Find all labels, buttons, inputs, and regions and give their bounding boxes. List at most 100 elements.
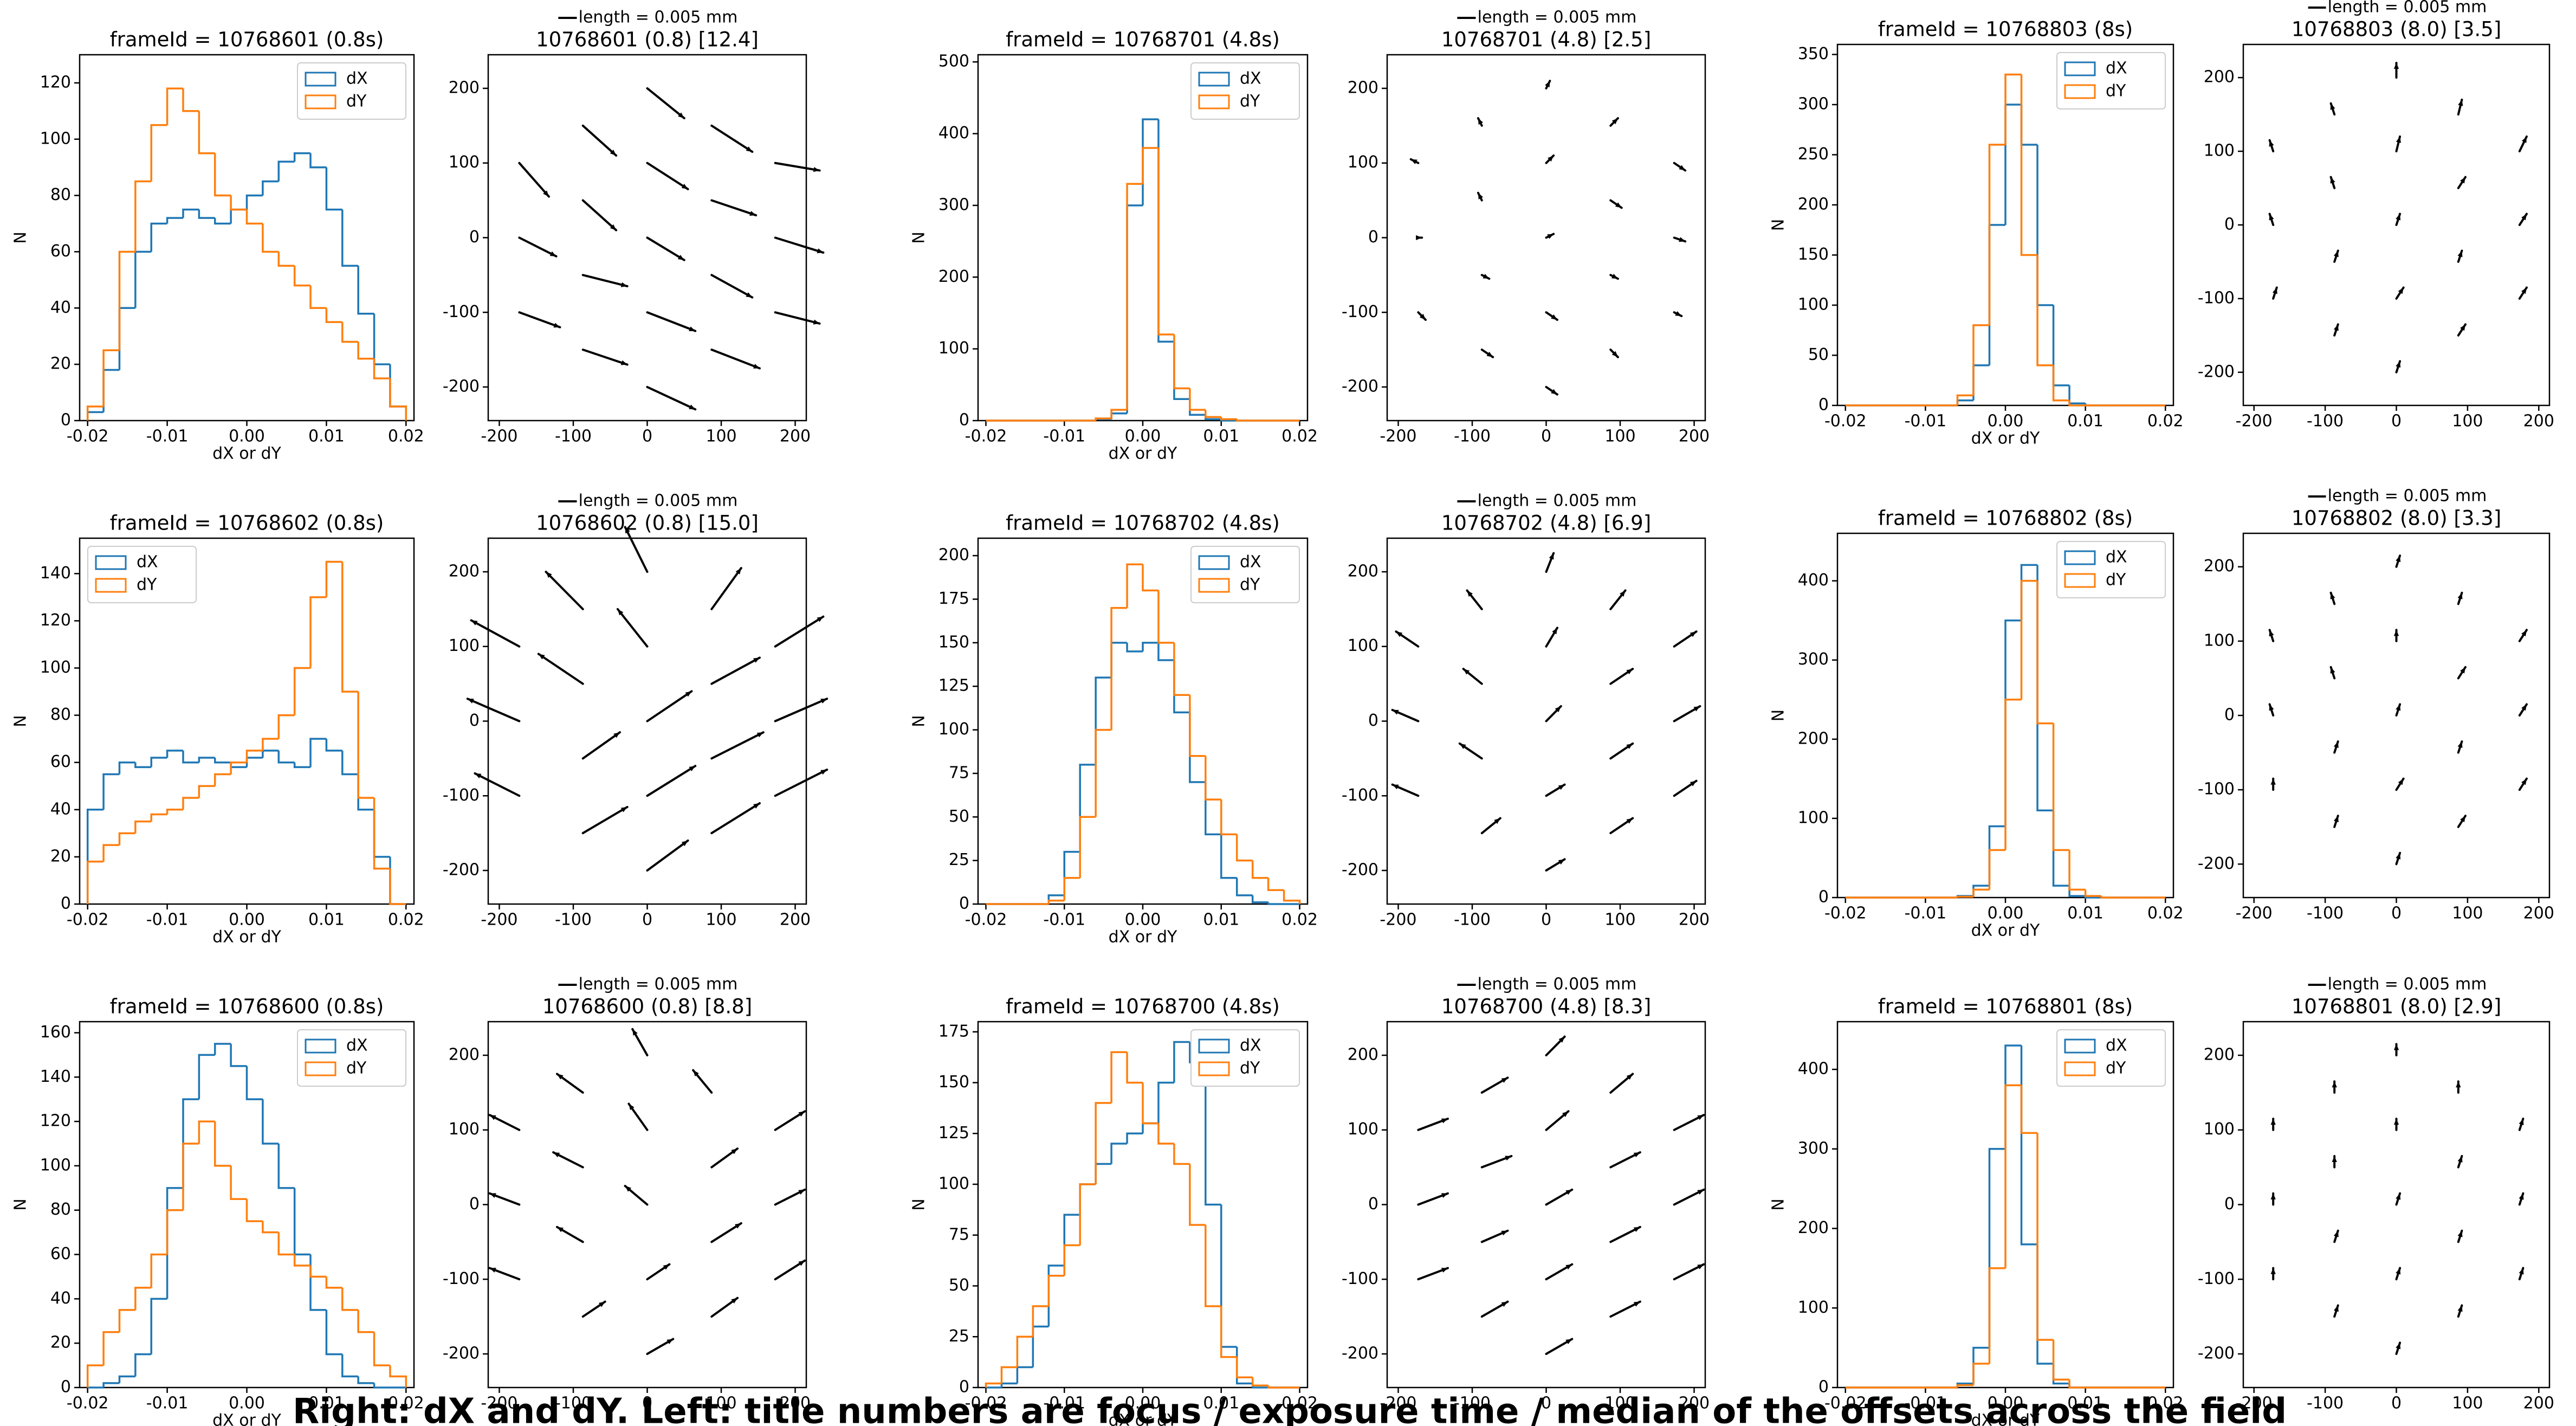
y-tick-label: -100 <box>443 1269 480 1288</box>
histogram-step <box>102 1331 120 1366</box>
histogram-step <box>1126 1132 1143 1144</box>
legend-swatch <box>2064 573 2096 588</box>
y-tick-label: 200 <box>1798 1218 1829 1237</box>
y-tick-label: -100 <box>2198 1269 2235 1288</box>
histogram-step <box>309 1266 327 1278</box>
quiver-arrowhead <box>2521 287 2527 294</box>
quiver-arrowhead <box>1679 165 1686 171</box>
legend-box <box>2056 541 2166 598</box>
quiver-arrow <box>646 311 697 332</box>
legend-label: dX <box>1240 553 1261 572</box>
histogram-step <box>1095 417 1112 421</box>
histogram-step <box>341 750 359 776</box>
histogram-step <box>277 160 295 182</box>
y-tick-label: 0 <box>61 411 71 430</box>
x-tick-label: 0 <box>1541 1394 1551 1413</box>
histogram-step <box>86 405 104 421</box>
histogram-step <box>389 868 406 905</box>
legend-label: dY <box>2106 1059 2126 1078</box>
quiver-arrowhead <box>2332 1156 2337 1163</box>
y-tick-label: 60 <box>50 1244 71 1263</box>
legend-label: dX <box>1240 69 1261 88</box>
quiver-arrowhead <box>1396 631 1403 637</box>
x-tick-label: 0.00 <box>229 427 265 446</box>
quiver-arrowhead <box>1478 192 1484 199</box>
histogram-step <box>357 341 374 360</box>
y-tick-label: 100 <box>449 153 480 172</box>
quiver-arrowhead <box>1690 631 1697 637</box>
y-tick-label: 125 <box>939 1124 969 1143</box>
y-tick-label: 100 <box>1798 808 1829 827</box>
histogram-step <box>2068 400 2086 406</box>
quiver-arrowhead <box>1565 1264 1572 1270</box>
histogram-step <box>1079 1183 1096 1246</box>
legend-label: dX <box>346 69 368 88</box>
quiver-arrowhead <box>471 620 478 625</box>
histogram-step <box>373 798 390 870</box>
quiver-arrowhead <box>1690 780 1697 786</box>
quiver-arrowhead <box>1501 1077 1508 1083</box>
legend-swatch <box>1198 555 1230 570</box>
quiver-arrow <box>474 772 521 797</box>
quiver-arrowhead <box>1675 311 1682 317</box>
chart-title: frameId = 10768600 (0.8s) <box>110 995 384 1018</box>
quiver-arrowhead <box>689 404 696 410</box>
y-tick-label: 0 <box>2224 706 2235 725</box>
y-tick-label: 80 <box>50 1200 71 1219</box>
quiver-arrow <box>581 349 629 366</box>
histogram-step <box>277 251 295 267</box>
y-tick-label: 300 <box>1798 650 1829 669</box>
y-tick-label: 250 <box>1798 145 1829 164</box>
y-tick-label: 200 <box>449 562 480 580</box>
x-tick-label: 0.01 <box>308 427 345 446</box>
quiver-arrowhead <box>2458 99 2463 106</box>
histogram-step <box>262 223 279 253</box>
quiver-arrowhead <box>1626 1074 1633 1080</box>
histogram-step <box>1205 410 1221 418</box>
histogram-step <box>309 153 327 169</box>
legend-swatch <box>95 555 127 570</box>
quiver-arrow <box>710 349 761 370</box>
quiver-arrowhead <box>1551 389 1557 395</box>
legend-swatch <box>305 72 336 87</box>
quiver-arrow <box>646 839 689 872</box>
y-tick-label: 25 <box>949 850 969 869</box>
quiver-arrowhead <box>546 571 552 578</box>
quiver-arrowhead <box>1620 590 1626 597</box>
chart-title: frameId = 10768801 (8s) <box>1878 995 2133 1018</box>
histogram-step <box>102 1382 120 1388</box>
histogram-step <box>118 761 135 775</box>
histogram-step <box>1235 877 1253 896</box>
x-tick-label: 0.02 <box>388 911 424 930</box>
histogram-step <box>2020 1085 2038 1134</box>
histogram-step <box>325 739 342 752</box>
quiver-arrow <box>581 731 621 760</box>
caption: Right: dX and dY. Left: title numbers ar… <box>293 1392 2287 1426</box>
quiver-key-label: length = 0.005 mm <box>2328 975 2487 994</box>
histogram-step <box>1157 1123 1174 1145</box>
y-tick-label: -200 <box>1342 377 1378 396</box>
quiver-arrow <box>616 608 649 648</box>
quiver-arrowhead <box>2333 324 2339 331</box>
histogram-step <box>2084 889 2102 897</box>
chart-title: 10768803 (8.0) [3.5] <box>2292 18 2501 41</box>
x-tick-label: -0.01 <box>1905 904 1947 923</box>
x-tick-label: -200 <box>1380 1394 1416 1413</box>
quiver-arrowhead <box>2460 177 2465 184</box>
histogram-step <box>325 167 342 211</box>
y-tick-label: 60 <box>50 752 71 771</box>
histogram-step <box>198 757 215 763</box>
quiver-arrowhead <box>2398 287 2404 294</box>
y-tick-label: 140 <box>40 1067 71 1086</box>
quiver-arrowhead <box>1467 590 1473 597</box>
quiver-arrowhead <box>1545 81 1550 88</box>
x-tick-label: 100 <box>706 911 736 930</box>
x-tick-label: 0 <box>642 1394 652 1413</box>
quiver-key-label: length = 0.005 mm <box>1478 492 1637 511</box>
quiver-arrowhead <box>1697 1189 1704 1195</box>
x-tick-label: 100 <box>2452 1394 2483 1413</box>
quiver-arrowhead <box>798 1189 805 1195</box>
quiver-arrow <box>466 698 521 722</box>
histogram-step <box>1267 1385 1284 1389</box>
